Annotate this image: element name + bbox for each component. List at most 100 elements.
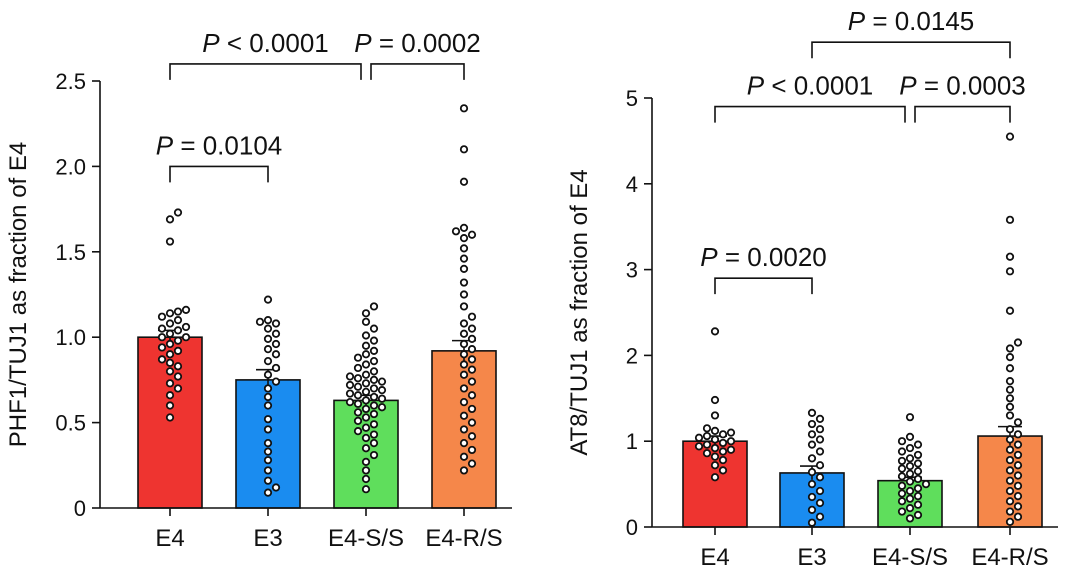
data-point [467,391,477,400]
data-point [271,483,281,492]
y-axis-label: AT8/TUJ1 as fraction of E4 [566,169,593,455]
y-tick-label: 1 [626,429,638,454]
data-point [165,413,175,422]
data-point [377,394,387,403]
data-point [1005,394,1015,403]
data-point [369,346,379,355]
x-tick-label: E4-S/S [872,544,948,571]
data-point [361,404,371,414]
data-point [459,425,469,434]
data-point [807,408,817,417]
data-point [181,322,191,332]
data-point [905,432,915,442]
data-point [345,372,355,381]
data-point [263,488,273,497]
data-point [897,437,907,446]
data-point [1013,418,1023,427]
data-point [377,386,387,395]
data-point [1005,411,1015,420]
data-point [353,408,363,417]
data-point [1005,344,1015,353]
data-point [459,452,469,461]
x-tick-label: E4 [700,544,729,571]
data-point [173,336,183,345]
data-point [1005,306,1015,315]
data-point [807,440,817,449]
data-point [815,473,825,482]
data-point [255,317,265,326]
data-point [807,454,817,463]
data-point [157,343,167,352]
p-value-label: P < 0.0001 [747,71,874,101]
data-point [459,302,469,311]
data-point [353,399,363,408]
p-value-label: P = 0.0104 [156,130,283,160]
data-point [459,384,469,393]
bar-e4 [682,440,748,528]
data-point [921,479,931,489]
data-point [361,309,371,318]
data-point [173,326,183,335]
data-point [1013,512,1023,521]
data-point [897,464,907,473]
data-point [361,379,371,388]
data-point [165,367,175,376]
data-point [361,360,371,369]
data-point [1005,364,1015,373]
data-point [173,362,183,371]
data-point [165,237,175,246]
data-point [361,423,371,432]
data-point [467,445,477,455]
data-point [913,492,923,501]
data-point [905,504,915,513]
y-tick-label: 0.5 [55,411,86,436]
data-point [1005,132,1015,141]
data-point [905,454,915,463]
data-point [165,350,175,359]
data-point [1013,440,1023,449]
significance-bracket [914,105,1011,123]
data-point [263,415,273,424]
data-point [157,324,167,333]
data-point [271,377,281,386]
significance-bracket [714,105,906,123]
data-point [361,387,371,396]
data-point [369,357,379,366]
x-tick-label: E3 [253,525,282,552]
data-point [165,309,175,318]
data-point [702,449,712,458]
data-point [905,477,915,486]
data-point [165,379,175,388]
data-point [807,479,817,489]
data-point [718,466,728,475]
data-point [710,327,720,336]
data-point [807,467,817,477]
data-point [459,411,469,420]
data-point [807,492,817,502]
data-point [718,430,728,439]
data-point [913,474,923,484]
significance-bracket [370,63,465,80]
data-point [897,472,907,481]
data-point [467,334,477,344]
data-point [271,339,281,349]
data-point [1005,385,1015,394]
data-point [718,455,728,465]
x-tick-label: E4-R/S [971,544,1048,571]
data-point [1013,450,1023,460]
data-point [897,489,907,498]
data-point [165,401,175,410]
data-point [263,295,273,304]
data-point [905,461,915,471]
data-point [263,345,273,354]
data-point [897,481,907,490]
data-point [1005,425,1015,434]
data-point [807,518,817,527]
data-point [369,367,379,376]
data-point [361,433,371,443]
data-point [710,452,720,461]
data-point [710,435,720,444]
x-tick-label: E4 [155,525,184,552]
data-point [467,432,477,441]
data-point [157,333,167,342]
